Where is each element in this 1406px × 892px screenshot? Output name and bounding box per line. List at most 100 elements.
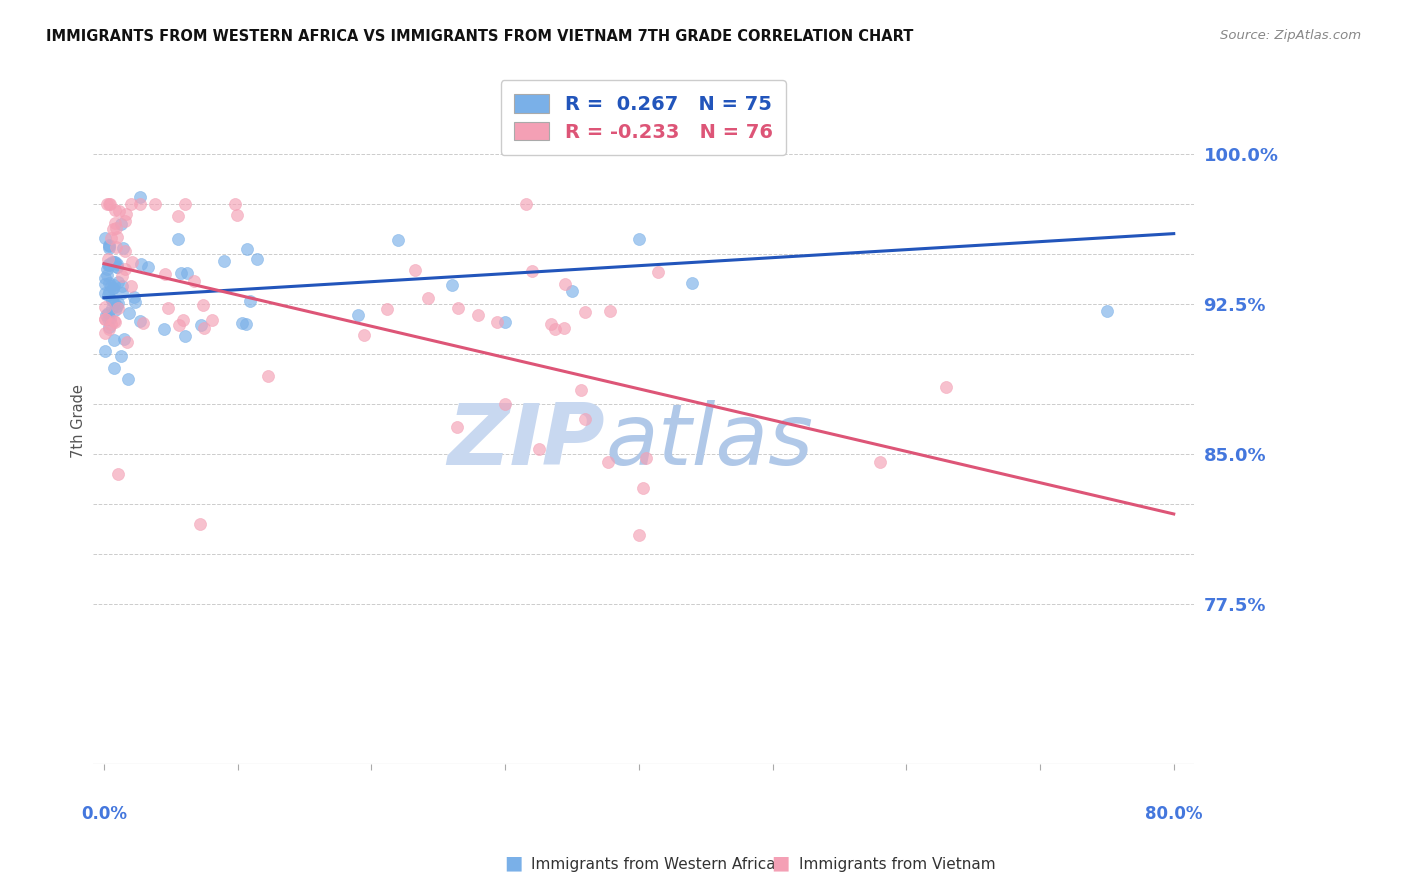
Point <box>105 260 128 274</box>
Point <box>129 314 152 328</box>
Point <box>111 285 134 300</box>
Point <box>239 293 262 308</box>
Point <box>114 213 136 227</box>
Text: Immigrants from Western Africa: Immigrants from Western Africa <box>531 857 776 872</box>
Point <box>231 317 253 331</box>
Point <box>128 196 150 211</box>
Point <box>94 231 117 245</box>
Point <box>121 254 143 268</box>
Point <box>631 481 654 495</box>
Point <box>104 216 127 230</box>
Point <box>596 455 619 469</box>
Text: IMMIGRANTS FROM WESTERN AFRICA VS IMMIGRANTS FROM VIETNAM 7TH GRADE CORRELATION : IMMIGRANTS FROM WESTERN AFRICA VS IMMIGR… <box>46 29 914 45</box>
Point <box>98 285 121 300</box>
Point <box>98 276 121 290</box>
Point <box>94 300 117 314</box>
Point <box>105 257 128 271</box>
Point <box>105 220 128 235</box>
Point <box>183 274 205 288</box>
Point <box>129 257 152 271</box>
Point <box>96 262 118 277</box>
Point <box>114 207 136 221</box>
Point <box>111 240 134 254</box>
Point <box>128 190 150 204</box>
Point <box>103 334 125 348</box>
Point <box>174 196 197 211</box>
Point <box>101 293 124 307</box>
Point <box>485 315 508 329</box>
Point <box>188 517 211 532</box>
Point <box>97 305 120 319</box>
Point <box>103 294 125 309</box>
Point <box>544 322 567 336</box>
Point <box>122 290 145 304</box>
Point <box>440 278 463 293</box>
Point <box>569 383 592 397</box>
Point <box>105 260 128 274</box>
Point <box>98 196 121 211</box>
Point <box>97 312 120 326</box>
Point <box>104 315 127 329</box>
Point <box>156 301 179 316</box>
Point <box>103 281 125 295</box>
Point <box>190 318 212 333</box>
Point <box>98 238 121 252</box>
Point <box>540 318 562 332</box>
Point <box>97 322 120 336</box>
Point <box>107 296 129 310</box>
Point <box>515 196 537 211</box>
Point <box>167 232 190 246</box>
Point <box>257 369 280 384</box>
Point <box>404 263 426 277</box>
Text: Source: ZipAtlas.com: Source: ZipAtlas.com <box>1220 29 1361 43</box>
Point <box>101 222 124 236</box>
Point <box>136 260 159 274</box>
Point <box>100 317 122 331</box>
Point <box>98 238 121 252</box>
Point <box>98 320 121 334</box>
Point <box>100 278 122 293</box>
Point <box>353 327 375 342</box>
Point <box>167 209 190 223</box>
Point <box>120 279 142 293</box>
Point <box>167 318 190 332</box>
Point <box>118 306 141 320</box>
Point <box>647 265 669 279</box>
Point <box>467 308 489 322</box>
Point <box>1095 304 1118 318</box>
Point <box>103 314 125 328</box>
Point <box>97 252 120 266</box>
Point <box>681 277 703 291</box>
Point <box>111 269 134 284</box>
Point <box>103 361 125 376</box>
Point <box>224 196 246 211</box>
Point <box>97 196 120 211</box>
Text: atlas: atlas <box>605 400 813 483</box>
Point <box>105 239 128 253</box>
Text: ZIP: ZIP <box>447 400 605 483</box>
Point <box>172 313 194 327</box>
Point <box>214 253 236 268</box>
Point <box>104 203 127 218</box>
Point <box>869 455 891 469</box>
Point <box>226 208 249 222</box>
Point <box>117 372 139 386</box>
Point <box>554 277 576 292</box>
Point <box>94 343 117 358</box>
Point <box>527 442 550 457</box>
Point <box>418 291 440 305</box>
Point <box>193 297 215 311</box>
Point <box>104 255 127 269</box>
Point <box>111 278 134 293</box>
Text: 0.0%: 0.0% <box>82 805 127 823</box>
Point <box>100 254 122 268</box>
Point <box>114 261 136 276</box>
Point <box>107 467 129 482</box>
Point <box>520 264 543 278</box>
Point <box>375 302 398 317</box>
Point <box>446 420 468 434</box>
Point <box>143 196 166 211</box>
Point <box>174 329 197 343</box>
Point <box>98 258 121 272</box>
Point <box>100 293 122 308</box>
